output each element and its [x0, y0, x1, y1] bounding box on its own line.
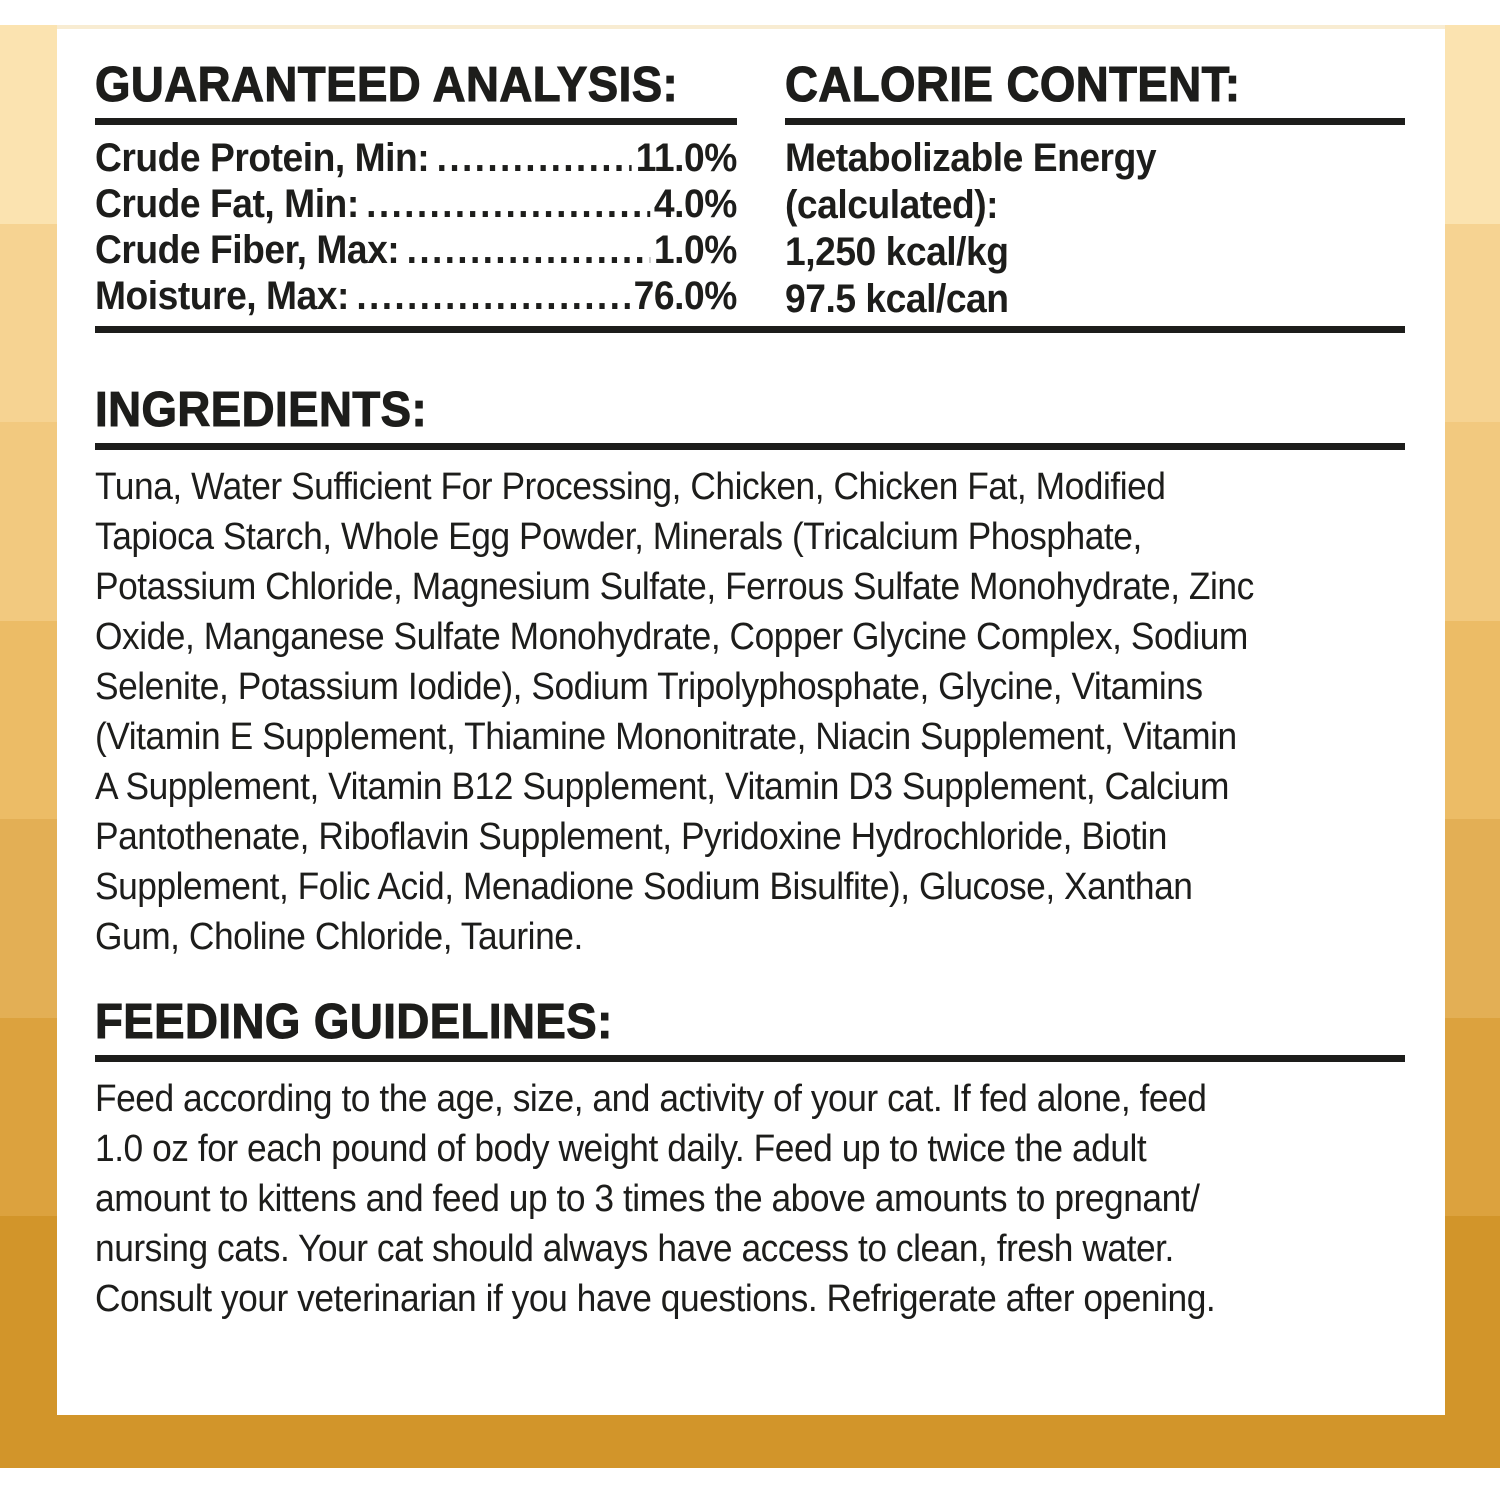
ingredients-section: INGREDIENTS: Tuna, Water Sufficient For …: [94, 382, 1405, 962]
analysis-row-value: 11.0%: [635, 136, 738, 180]
gradient-band: [1445, 25, 1500, 224]
right-gradient-band-column: [1442, 25, 1500, 1416]
analysis-and-calorie-section: GUARANTEED ANALYSIS: Crude Protein, Min:…: [94, 57, 1405, 323]
gradient-band: [0, 1017, 57, 1217]
calorie-content-text: Metabolizable Energy (calculated): 1,250…: [785, 136, 1157, 321]
gradient-band: [1445, 223, 1500, 423]
calorie-content-heading: CALORIE CONTENT:: [784, 57, 1241, 112]
feeding-guidelines-section: FEEDING GUIDELINES: Feed according to th…: [94, 994, 1405, 1324]
dot-leader: [407, 227, 651, 273]
gradient-band: [1445, 422, 1500, 621]
analysis-row-name: Moisture, Max:: [95, 274, 349, 318]
dot-leader: [366, 181, 650, 227]
analysis-row-value: 76.0%: [633, 274, 738, 318]
feeding-guidelines-heading: FEEDING GUIDELINES:: [94, 994, 613, 1049]
gradient-band: [1445, 620, 1500, 820]
gradient-band: [0, 422, 57, 621]
dot-leader: [437, 135, 632, 181]
gradient-band: [0, 25, 57, 224]
section-divider-rule: [95, 326, 1405, 333]
feeding-guidelines-text: Feed according to the age, size, and act…: [95, 1078, 1216, 1320]
analysis-row-value: 4.0%: [653, 182, 737, 226]
dot-leader: [356, 273, 630, 319]
heading-underline: [785, 118, 1405, 125]
gradient-band: [1445, 1017, 1500, 1217]
analysis-row: Crude Protein, Min: 11.0%: [95, 135, 737, 181]
analysis-row: Crude Fiber, Max: 1.0%: [95, 227, 737, 273]
calorie-content-block: CALORIE CONTENT: Metabolizable Energy (c…: [784, 57, 1405, 323]
ingredients-text: Tuna, Water Sufficient For Processing, C…: [95, 466, 1254, 958]
heading-underline: [95, 1055, 1405, 1062]
bottom-gold-bar: [0, 1415, 1500, 1468]
left-gradient-band-column: [0, 25, 60, 1416]
label-panel: [57, 25, 1445, 1415]
analysis-row-name: Crude Protein, Min:: [95, 136, 430, 180]
gradient-band: [1445, 1216, 1500, 1416]
analysis-row-name: Crude Fiber, Max:: [95, 228, 400, 272]
heading-underline: [95, 118, 737, 125]
gradient-band: [0, 819, 57, 1018]
analysis-row-name: Crude Fat, Min:: [95, 182, 359, 226]
analysis-row-value: 1.0%: [653, 228, 737, 272]
guaranteed-analysis-block: GUARANTEED ANALYSIS: Crude Protein, Min:…: [94, 57, 737, 323]
analysis-row: Moisture, Max: 76.0%: [95, 273, 737, 319]
gradient-band: [0, 1216, 57, 1416]
ingredients-heading: INGREDIENTS:: [94, 382, 428, 437]
gradient-band: [0, 620, 57, 820]
analysis-row: Crude Fat, Min: 4.0%: [95, 181, 737, 227]
heading-underline: [95, 443, 1405, 450]
gradient-band: [1445, 819, 1500, 1018]
guaranteed-analysis-heading: GUARANTEED ANALYSIS:: [94, 57, 679, 112]
guaranteed-analysis-table: Crude Protein, Min: 11.0% Crude Fat, Min…: [95, 135, 737, 319]
gradient-band: [0, 223, 57, 423]
